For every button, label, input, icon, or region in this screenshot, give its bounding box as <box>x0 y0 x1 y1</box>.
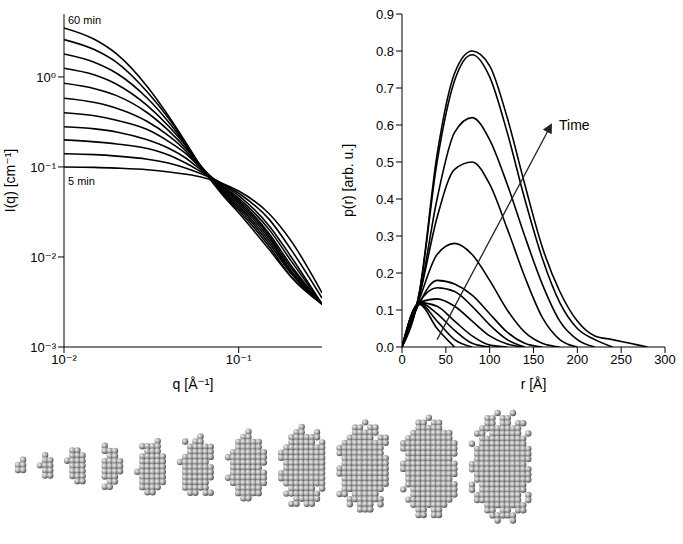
svg-text:0.0: 0.0 <box>376 340 394 355</box>
svg-text:10⁻²: 10⁻² <box>51 352 77 368</box>
svg-text:q [Å⁻¹]: q [Å⁻¹] <box>173 376 214 392</box>
svg-text:10⁻¹: 10⁻¹ <box>30 160 56 175</box>
svg-text:50: 50 <box>439 352 453 367</box>
svg-text:r [Å]: r [Å] <box>521 376 547 392</box>
svg-text:5 min: 5 min <box>68 175 95 187</box>
svg-text:0.6: 0.6 <box>376 118 394 133</box>
svg-text:0.5: 0.5 <box>376 155 394 170</box>
svg-text:0.3: 0.3 <box>376 229 394 244</box>
svg-text:250: 250 <box>610 352 632 367</box>
svg-text:I(q) [cm⁻¹]: I(q) [cm⁻¹] <box>2 149 18 212</box>
svg-text:100: 100 <box>479 352 501 367</box>
svg-text:0.7: 0.7 <box>376 81 394 96</box>
svg-text:p(r) [arb. u.]: p(r) [arb. u.] <box>340 144 356 217</box>
svg-text:10⁻²: 10⁻² <box>30 250 56 265</box>
svg-text:300: 300 <box>654 352 676 367</box>
svg-text:0.8: 0.8 <box>376 44 394 59</box>
svg-text:10⁻¹: 10⁻¹ <box>226 352 252 367</box>
svg-text:10⁻³: 10⁻³ <box>30 340 56 355</box>
svg-text:0.2: 0.2 <box>376 266 394 281</box>
svg-text:200: 200 <box>566 352 588 367</box>
svg-text:0.1: 0.1 <box>376 303 394 318</box>
svg-text:0.9: 0.9 <box>376 7 394 22</box>
svg-text:0.4: 0.4 <box>376 192 394 207</box>
svg-text:10⁰: 10⁰ <box>36 70 56 85</box>
svg-text:150: 150 <box>523 352 545 367</box>
svg-text:Time: Time <box>559 117 590 133</box>
svg-text:60 min: 60 min <box>68 14 101 26</box>
svg-text:0: 0 <box>398 352 405 367</box>
